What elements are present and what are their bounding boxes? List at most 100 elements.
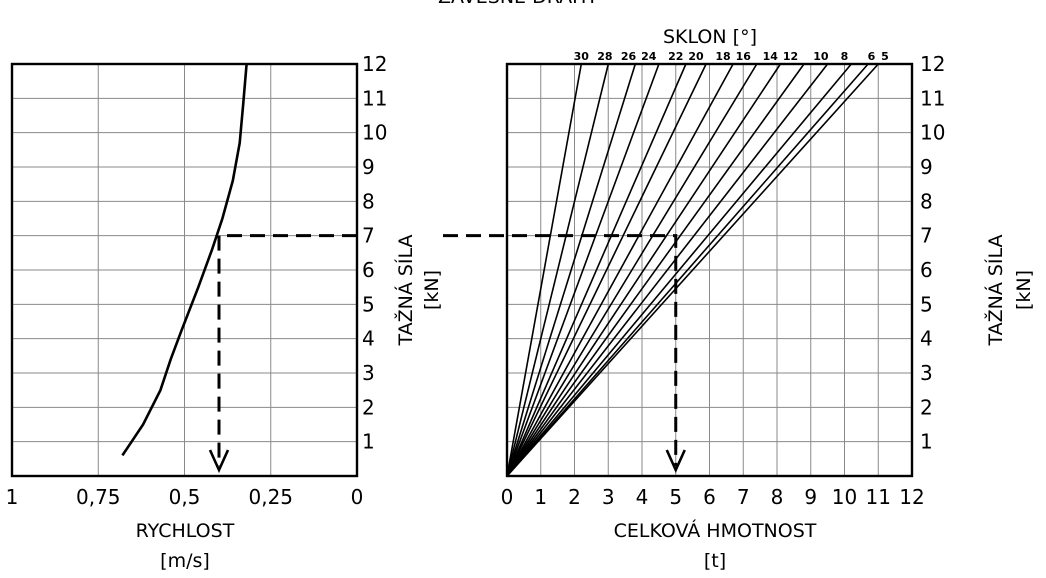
x-tick-label: 3 [602, 485, 615, 509]
y-tick-label: 9 [920, 155, 933, 179]
slope-label: 14 [763, 50, 779, 63]
y-tick-label: 1 [362, 430, 375, 454]
down-arrow-icon [208, 449, 230, 474]
x-tick-label: 10 [832, 485, 857, 509]
slope-label: 28 [597, 50, 612, 63]
mass-chart-y-axis-unit: [kN] [1013, 270, 1035, 310]
slope-label: 8 [841, 50, 849, 63]
mass-chart-y-axis-label: TAŽNÁ SÍLA [984, 234, 1007, 346]
slope-line-18 [506, 63, 734, 477]
mass-chart-x-axis-label: CELKOVÁ HMOTNOST [614, 519, 817, 542]
slope-label: 10 [813, 50, 829, 63]
x-tick-label: 6 [703, 485, 716, 509]
slope-label: 16 [736, 50, 752, 63]
slope-line-10 [506, 63, 829, 477]
y-tick-label: 4 [362, 327, 375, 351]
y-tick-label: 10 [362, 121, 387, 145]
speed-reading-dash [217, 234, 357, 466]
mass-chart-title: SKLON [°] [663, 26, 757, 48]
slope-label: 30 [574, 50, 590, 63]
slope-line-16 [506, 63, 758, 477]
y-tick-label: 7 [920, 224, 933, 248]
speed-chart-x-axis-unit: [m/s] [160, 550, 210, 572]
y-tick-label: 3 [920, 361, 933, 385]
slope-label: 12 [783, 50, 798, 63]
mass-chart-x-tick-labels: 0 1 2 3 4 5 6 7 8 9 10 11 12 [501, 485, 925, 509]
slope-line-5 [506, 63, 879, 477]
speed-chart-x-tick-labels: 1 0,75 0,5 0,25 0 [6, 485, 364, 509]
slope-label: 24 [641, 50, 657, 63]
y-tick-label: 11 [362, 86, 387, 110]
y-tick-label: 6 [920, 258, 933, 282]
slope-label: 5 [881, 50, 889, 63]
y-tick-label: 4 [920, 327, 933, 351]
speed-chart-grid [12, 64, 357, 476]
y-tick-label: 10 [920, 121, 945, 145]
slope-line-28 [506, 63, 610, 477]
speed-chart-y-axis-label: TAŽNÁ SÍLA [394, 234, 417, 346]
slope-line-20 [506, 63, 707, 477]
mass-chart-slope-labels: 30 28 26 24 22 20 18 16 14 12 10 8 6 5 [574, 50, 889, 63]
x-tick-label: 11 [866, 485, 891, 509]
speed-chart-frame [10, 62, 359, 478]
speed-curve [121, 63, 248, 457]
y-tick-label: 9 [362, 155, 375, 179]
y-tick-label: 3 [362, 361, 375, 385]
speed-chart-series [121, 63, 248, 457]
y-tick-label: 11 [920, 86, 945, 110]
y-tick-label: 12 [362, 52, 387, 76]
speed-chart-x-axis-label: RYCHLOST [136, 520, 235, 542]
y-tick-label: 1 [920, 430, 933, 454]
y-tick-label: 2 [362, 395, 375, 419]
y-tick-label: 7 [362, 224, 375, 248]
x-tick-label: 8 [771, 485, 784, 509]
slope-label: 22 [668, 50, 683, 63]
x-tick-label: 0 [351, 485, 364, 509]
slope-label: 26 [621, 50, 637, 63]
slope-line-30 [506, 63, 583, 477]
slope-line-14 [506, 63, 782, 477]
y-tick-label: 5 [362, 292, 375, 316]
mass-chart-grid [507, 64, 912, 476]
x-tick-label: 4 [636, 485, 649, 509]
y-tick-label: 8 [362, 189, 375, 213]
x-tick-label: 9 [804, 485, 817, 509]
mass-chart-title-unit: [°] [733, 26, 757, 48]
down-arrow-icon [665, 449, 686, 474]
slope-label: 20 [688, 50, 704, 63]
slope-line-22 [506, 63, 687, 477]
x-tick-label: 7 [737, 485, 750, 509]
y-tick-label: 8 [920, 189, 933, 213]
x-tick-label: 0,5 [169, 485, 201, 509]
x-tick-label: 0 [501, 485, 514, 509]
mass-chart-x-axis-unit: [t] [704, 550, 726, 572]
slope-label: 18 [715, 50, 730, 63]
x-tick-label: 1 [534, 485, 547, 509]
slope-line-8 [506, 63, 852, 477]
mass-chart-reading-line [443, 234, 686, 474]
speed-chart-y-axis-unit: [kN] [421, 270, 443, 310]
slope-line-12 [506, 63, 805, 477]
slope-line-6 [506, 63, 869, 477]
slope-label: 6 [868, 50, 876, 63]
slope-line-26 [506, 63, 637, 477]
mass-reading-dash [443, 234, 678, 466]
y-tick-label: 6 [362, 258, 375, 282]
x-tick-label: 0,75 [76, 485, 121, 509]
x-tick-label: 12 [899, 485, 924, 509]
y-tick-label: 12 [920, 52, 945, 76]
figure-top-title: ZÁVĚSNÉ DRÁHY [438, 0, 598, 8]
x-tick-label: 5 [669, 485, 682, 509]
y-tick-label: 5 [920, 292, 933, 316]
slope-line-24 [506, 63, 660, 477]
x-tick-label: 1 [6, 485, 19, 509]
speed-chart-reading-line [208, 234, 357, 474]
x-tick-label: 0,25 [248, 485, 293, 509]
x-tick-label: 2 [568, 485, 581, 509]
mass-chart-series [506, 63, 879, 477]
mass-chart-title-text: SKLON [663, 26, 727, 48]
